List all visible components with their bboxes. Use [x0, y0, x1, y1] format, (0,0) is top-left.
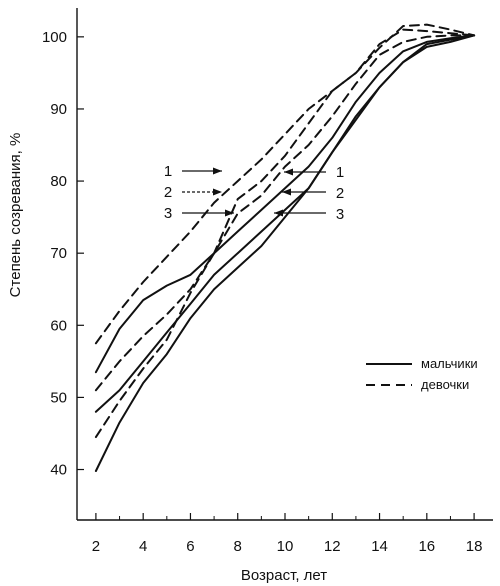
x-tick-label: 8 — [234, 538, 242, 555]
left-callout-label-2: 2 — [164, 184, 172, 201]
x-tick-label: 4 — [139, 538, 147, 555]
right-callout-arrow-1-head — [284, 168, 293, 176]
x-tick-label: 14 — [371, 538, 388, 555]
girls-curve-3-line — [94, 34, 476, 439]
y-tick-label: 60 — [50, 317, 67, 334]
y-tick-label: 70 — [50, 245, 67, 262]
y-tick-label: 80 — [50, 173, 67, 190]
x-tick-label: 18 — [466, 538, 483, 555]
x-tick-label: 12 — [324, 538, 341, 555]
left-callout-arrow-2-head — [213, 188, 222, 196]
boys-curve-3-line — [94, 34, 476, 472]
girls-curve-2-line — [94, 28, 476, 392]
y-tick-label: 50 — [50, 389, 67, 406]
left-callout-arrow-3-head — [225, 209, 234, 217]
legend-label-boys: мальчики — [421, 356, 478, 371]
curve-callouts: 1 2 3 1 2 3 — [164, 163, 344, 223]
right-callout-label-3: 3 — [336, 206, 344, 223]
left-callout-arrow-1-head — [213, 167, 222, 175]
x-tick-label: 6 — [186, 538, 194, 555]
legend: мальчики девочки — [366, 356, 478, 392]
right-callout-label-2: 2 — [336, 185, 344, 202]
boys-curve-1-line — [94, 34, 476, 374]
x-axis-title: Возраст, лет — [241, 567, 327, 584]
y-tick-label: 90 — [50, 101, 67, 118]
girls-curve-1-line — [94, 23, 476, 345]
right-callout-label-1: 1 — [336, 164, 344, 181]
x-tick-label: 10 — [277, 538, 294, 555]
x-tick-label: 2 — [92, 538, 100, 555]
y-tick-label: 100 — [42, 29, 67, 46]
left-callout-label-1: 1 — [164, 163, 172, 180]
right-callout-arrow-2-head — [282, 188, 291, 196]
left-callout-label-3: 3 — [164, 205, 172, 222]
x-tick-label: 16 — [418, 538, 435, 555]
y-axis-title: Степень созревания, % — [7, 133, 24, 298]
y-tick-label: 40 — [50, 462, 67, 479]
right-callout-arrow-3-head — [274, 209, 283, 217]
series-lines — [94, 23, 476, 472]
legend-label-girls: девочки — [421, 377, 469, 392]
boys-curve-2-line — [94, 34, 476, 413]
